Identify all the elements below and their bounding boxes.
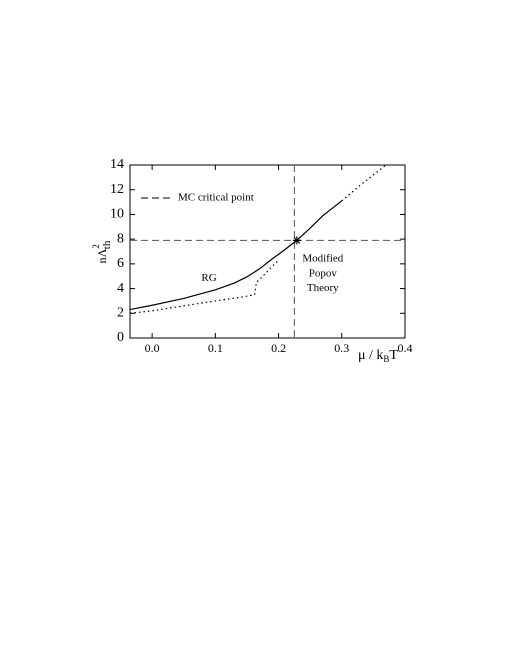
annotation: Popov	[309, 267, 338, 279]
y-tick-label: 2	[117, 306, 124, 321]
x-label-tail: T	[389, 348, 398, 363]
plot-frame	[129, 164, 406, 339]
x-tick-label: 0.4	[398, 341, 413, 355]
y-axis-label: nΛ2th	[91, 240, 112, 263]
y-label-base: nΛ	[95, 248, 109, 263]
y-label-sub: th	[101, 240, 113, 249]
annotation: RG	[201, 272, 216, 284]
annotation: Modified	[302, 252, 343, 264]
line-series	[341, 164, 387, 202]
annotation: Theory	[307, 282, 339, 294]
legend-label: MC critical point	[178, 192, 254, 204]
y-tick-label: 12	[110, 182, 124, 197]
line-series	[129, 200, 343, 311]
y-tick-label: 0	[117, 330, 124, 345]
y-tick-label: 14	[110, 157, 124, 172]
y-tick-label: 8	[117, 231, 124, 246]
x-tick-label: 0.2	[271, 341, 286, 355]
x-axis-label: μ / kBT	[358, 348, 398, 364]
line-series	[129, 259, 279, 314]
x-label-sub: B	[383, 354, 389, 364]
y-tick-label: 6	[117, 256, 124, 271]
critical-point	[292, 236, 301, 245]
y-tick-label: 4	[117, 281, 124, 296]
y-label-sup: 2	[91, 244, 101, 249]
x-label-base: μ / k	[358, 348, 383, 363]
x-tick-label: 0.1	[208, 341, 223, 355]
y-tick-label: 10	[110, 207, 124, 222]
x-tick-label: 0.0	[145, 341, 160, 355]
x-tick-label: 0.3	[334, 341, 349, 355]
